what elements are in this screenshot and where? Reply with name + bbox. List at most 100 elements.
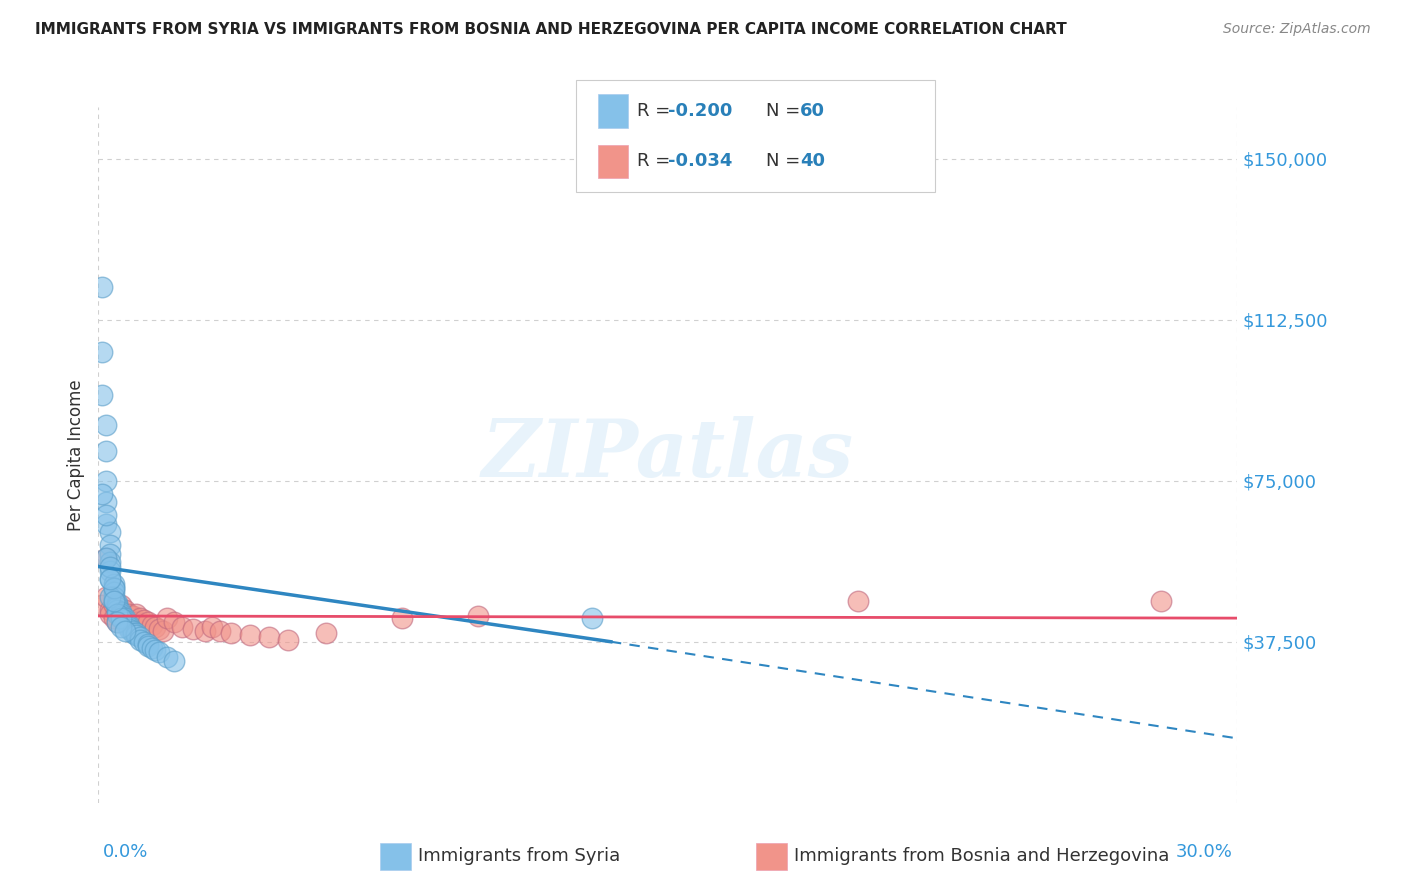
- Point: [107, 600, 129, 615]
- Point: [103, 585, 125, 599]
- Point: [129, 611, 152, 625]
- Point: [145, 620, 167, 634]
- Point: [114, 615, 136, 630]
- Point: [1150, 594, 1173, 608]
- Text: Immigrants from Bosnia and Herzegovina: Immigrants from Bosnia and Herzegovina: [794, 847, 1170, 865]
- Point: [91, 280, 114, 294]
- Point: [110, 599, 132, 613]
- Point: [129, 632, 152, 647]
- Point: [183, 622, 205, 636]
- Point: [94, 495, 117, 509]
- Point: [98, 590, 121, 604]
- Text: N =: N =: [766, 102, 806, 120]
- Point: [118, 622, 141, 636]
- Point: [118, 615, 141, 630]
- Point: [91, 486, 114, 500]
- Point: [125, 628, 148, 642]
- Point: [277, 632, 299, 647]
- Text: -0.200: -0.200: [668, 102, 733, 120]
- Point: [145, 643, 167, 657]
- Point: [148, 622, 170, 636]
- Point: [98, 564, 121, 578]
- Point: [121, 624, 143, 638]
- Point: [98, 555, 121, 569]
- Point: [132, 613, 155, 627]
- Point: [467, 609, 489, 624]
- Point: [103, 599, 125, 613]
- Point: [91, 344, 114, 359]
- Point: [163, 615, 186, 630]
- Text: 30.0%: 30.0%: [1177, 843, 1233, 861]
- Point: [125, 607, 148, 621]
- Point: [125, 626, 148, 640]
- Point: [121, 626, 143, 640]
- Point: [98, 559, 121, 574]
- Point: [107, 615, 129, 630]
- Point: [103, 594, 125, 608]
- Point: [107, 615, 129, 630]
- Point: [239, 628, 262, 642]
- Point: [103, 576, 125, 591]
- Point: [132, 634, 155, 648]
- Text: Source: ZipAtlas.com: Source: ZipAtlas.com: [1223, 22, 1371, 37]
- Point: [148, 645, 170, 659]
- Point: [103, 581, 125, 595]
- Text: IMMIGRANTS FROM SYRIA VS IMMIGRANTS FROM BOSNIA AND HERZEGOVINA PER CAPITA INCOM: IMMIGRANTS FROM SYRIA VS IMMIGRANTS FROM…: [35, 22, 1067, 37]
- Point: [91, 599, 114, 613]
- Point: [114, 602, 136, 616]
- Point: [98, 538, 121, 552]
- Point: [107, 602, 129, 616]
- Point: [208, 624, 231, 638]
- Point: [259, 631, 281, 645]
- Point: [114, 611, 136, 625]
- Point: [581, 611, 603, 625]
- Point: [103, 590, 125, 604]
- Point: [156, 649, 179, 664]
- Point: [98, 607, 121, 621]
- Point: [141, 617, 163, 632]
- Point: [94, 508, 117, 522]
- Point: [94, 516, 117, 531]
- Point: [107, 605, 129, 619]
- Text: R =: R =: [637, 102, 676, 120]
- Point: [391, 611, 413, 625]
- Text: 0.0%: 0.0%: [103, 843, 148, 861]
- Text: N =: N =: [766, 153, 806, 170]
- Point: [103, 581, 125, 595]
- Point: [107, 599, 129, 613]
- Point: [221, 626, 243, 640]
- Point: [170, 620, 193, 634]
- Point: [94, 417, 117, 432]
- Point: [110, 611, 132, 625]
- Point: [118, 617, 141, 632]
- Point: [110, 620, 132, 634]
- Point: [136, 637, 159, 651]
- Point: [194, 624, 217, 638]
- Point: [103, 594, 125, 608]
- Point: [94, 443, 117, 458]
- Point: [110, 611, 132, 625]
- Point: [152, 624, 174, 638]
- Point: [846, 594, 869, 608]
- Point: [107, 607, 129, 621]
- Point: [94, 551, 117, 566]
- Point: [103, 611, 125, 625]
- Point: [98, 602, 121, 616]
- Point: [114, 624, 136, 638]
- Point: [98, 573, 121, 587]
- Text: -0.034: -0.034: [668, 153, 733, 170]
- Point: [121, 609, 143, 624]
- Point: [107, 596, 129, 610]
- Point: [125, 615, 148, 630]
- Point: [94, 474, 117, 488]
- Text: 60: 60: [800, 102, 825, 120]
- Point: [114, 613, 136, 627]
- Point: [201, 620, 224, 634]
- Point: [129, 631, 152, 645]
- Point: [98, 547, 121, 561]
- Point: [98, 525, 121, 540]
- Point: [98, 573, 121, 587]
- Text: R =: R =: [637, 153, 676, 170]
- Point: [136, 615, 159, 630]
- Text: ZIPatlas: ZIPatlas: [482, 417, 853, 493]
